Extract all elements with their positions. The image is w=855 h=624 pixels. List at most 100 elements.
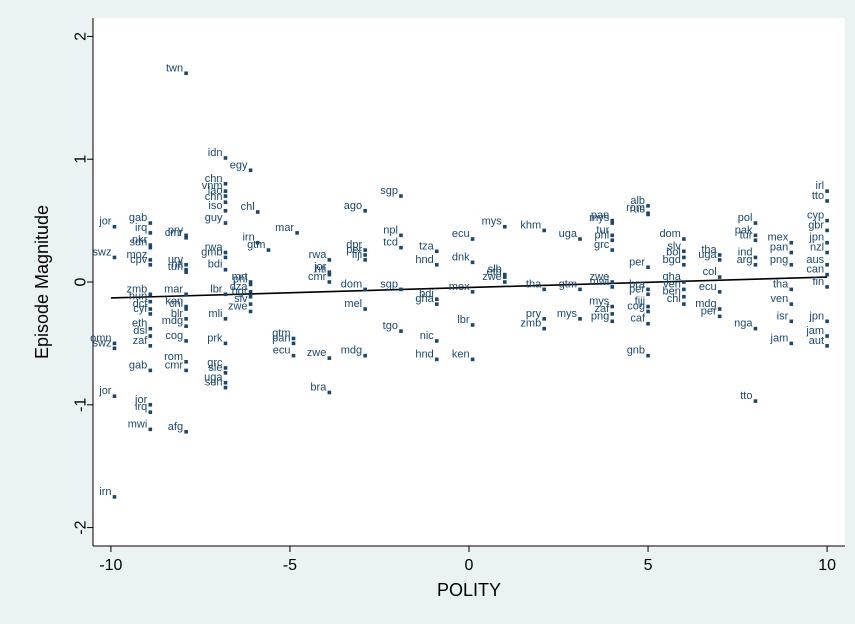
data-point (717, 258, 722, 262)
fit-line (110, 276, 828, 299)
data-point (148, 344, 153, 348)
data-point (578, 237, 582, 241)
point-label: nga (734, 318, 753, 330)
point-label: zmb (127, 283, 148, 295)
point-label: mdg (695, 298, 716, 310)
point-label: tur (740, 229, 753, 241)
data-point (148, 326, 153, 331)
data-point (682, 287, 686, 292)
point-label: zaf (595, 303, 611, 315)
point-label: pry (168, 224, 184, 236)
point-label: hti (171, 259, 183, 271)
point-label: bra (629, 278, 646, 290)
data-point (578, 287, 582, 292)
data-point (112, 341, 117, 346)
point-label: tza (419, 240, 435, 252)
point-label: ago (344, 200, 362, 212)
data-point (148, 243, 153, 247)
point-label: arg (737, 254, 753, 266)
point-label: sdn (130, 237, 148, 249)
data-point (184, 368, 188, 373)
point-label: npl (383, 224, 398, 236)
data-point (223, 194, 228, 198)
data-point (470, 260, 475, 265)
point-label: cmr (165, 227, 184, 239)
point-label: swz (93, 246, 112, 258)
point-label: jpn (808, 232, 824, 244)
point-label: ecu (699, 281, 717, 293)
data-point (753, 255, 758, 260)
point-label: tun (168, 261, 183, 273)
data-point (717, 275, 722, 279)
data-point (223, 221, 228, 225)
point-label: bgd (662, 254, 680, 266)
point-label: sgp (380, 278, 398, 290)
point-label: pan (770, 242, 788, 254)
point-label: blr (171, 308, 184, 320)
point-label: jam (770, 332, 789, 344)
data-point (223, 255, 228, 260)
data-point (223, 292, 228, 297)
point-label: vnm (202, 180, 223, 192)
point-label: ken (452, 348, 470, 360)
point-label: mwi (128, 418, 148, 430)
point-label: mel (344, 298, 362, 310)
point-label: fiji (635, 296, 645, 308)
point-label: lao (208, 185, 223, 197)
data-point (825, 218, 829, 223)
data-point (184, 317, 188, 321)
data-point (503, 275, 507, 279)
data-point (148, 427, 153, 432)
data-point (753, 238, 758, 243)
point-label: uga (204, 372, 223, 384)
point-label: uga (698, 249, 717, 261)
point-label: mex (449, 281, 470, 293)
point-label: twn (166, 62, 183, 74)
data-point (112, 346, 117, 351)
data-point (753, 399, 758, 403)
point-label: grc (594, 239, 610, 251)
data-point (434, 263, 439, 267)
point-label: cog (627, 300, 645, 312)
data-point (399, 245, 403, 250)
point-label: jor (98, 385, 112, 397)
data-point (223, 317, 228, 321)
point-label: fin (812, 276, 824, 288)
data-point (327, 272, 332, 277)
point-label: jor (134, 394, 148, 406)
data-point (717, 253, 722, 257)
point-label: mdg (341, 345, 362, 357)
point-label: dpr (346, 239, 362, 251)
data-point (184, 267, 188, 272)
point-label: ken (165, 296, 183, 308)
point-label: uga (559, 228, 578, 240)
point-label: tto (812, 190, 824, 202)
data-point (148, 312, 153, 316)
point-label: mwi (590, 276, 610, 288)
data-point (470, 357, 475, 362)
point-label: mys (589, 296, 610, 308)
point-label: dom (659, 228, 680, 240)
point-label: idn (208, 147, 223, 159)
data-point (717, 314, 722, 319)
data-point (789, 250, 794, 255)
data-point (789, 287, 794, 292)
data-point (363, 258, 367, 262)
point-label: tcd (383, 237, 398, 249)
data-point (646, 292, 650, 297)
point-label: tha (701, 244, 717, 256)
point-label: nic (420, 330, 435, 342)
data-point (646, 304, 650, 309)
point-label: zaf (133, 335, 149, 347)
point-label: gmb (201, 246, 222, 258)
point-label: isr (777, 310, 789, 322)
data-point (682, 237, 686, 241)
data-point (291, 336, 296, 341)
point-label: sle (208, 362, 222, 374)
point-label: bol (666, 246, 681, 258)
data-point (610, 248, 615, 252)
data-point (184, 339, 188, 343)
data-point (646, 309, 650, 314)
fit-line-group (110, 276, 828, 299)
data-point (789, 319, 794, 324)
